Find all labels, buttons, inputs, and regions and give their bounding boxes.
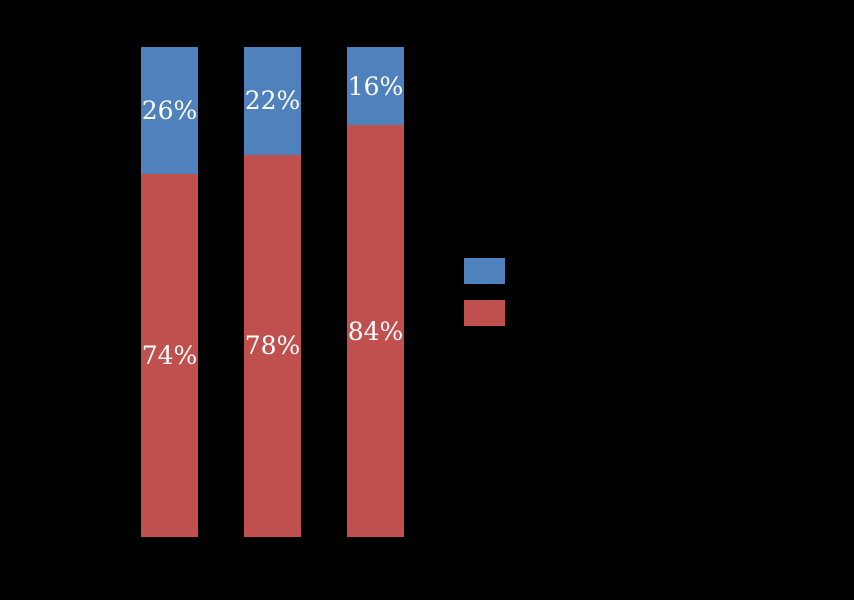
data-label: 26% [141, 96, 198, 126]
data-label: 16% [347, 71, 404, 101]
data-label: 74% [141, 341, 198, 371]
bar-1-segment-red: 74% [141, 174, 198, 537]
plot-area: 26% 74% 22% 78% 16% 84% [0, 47, 854, 537]
legend-swatch-blue [464, 258, 505, 284]
bar-2-segment-blue: 22% [244, 47, 301, 155]
legend [464, 258, 516, 326]
legend-entry-blue [464, 258, 516, 284]
data-label: 84% [347, 316, 404, 346]
bar-2-segment-red: 78% [244, 154, 301, 537]
legend-swatch-red [464, 300, 505, 326]
bar-3-segment-blue: 16% [347, 47, 404, 126]
data-label: 22% [244, 86, 301, 116]
data-label: 78% [244, 331, 301, 361]
bar-1-segment-blue: 26% [141, 47, 198, 175]
bar-3-segment-red: 84% [347, 125, 404, 537]
legend-entry-red [464, 300, 516, 326]
bar-column-3: 16% 84% [347, 47, 404, 537]
bar-column-1: 26% 74% [141, 47, 198, 537]
bar-column-2: 22% 78% [244, 47, 301, 537]
